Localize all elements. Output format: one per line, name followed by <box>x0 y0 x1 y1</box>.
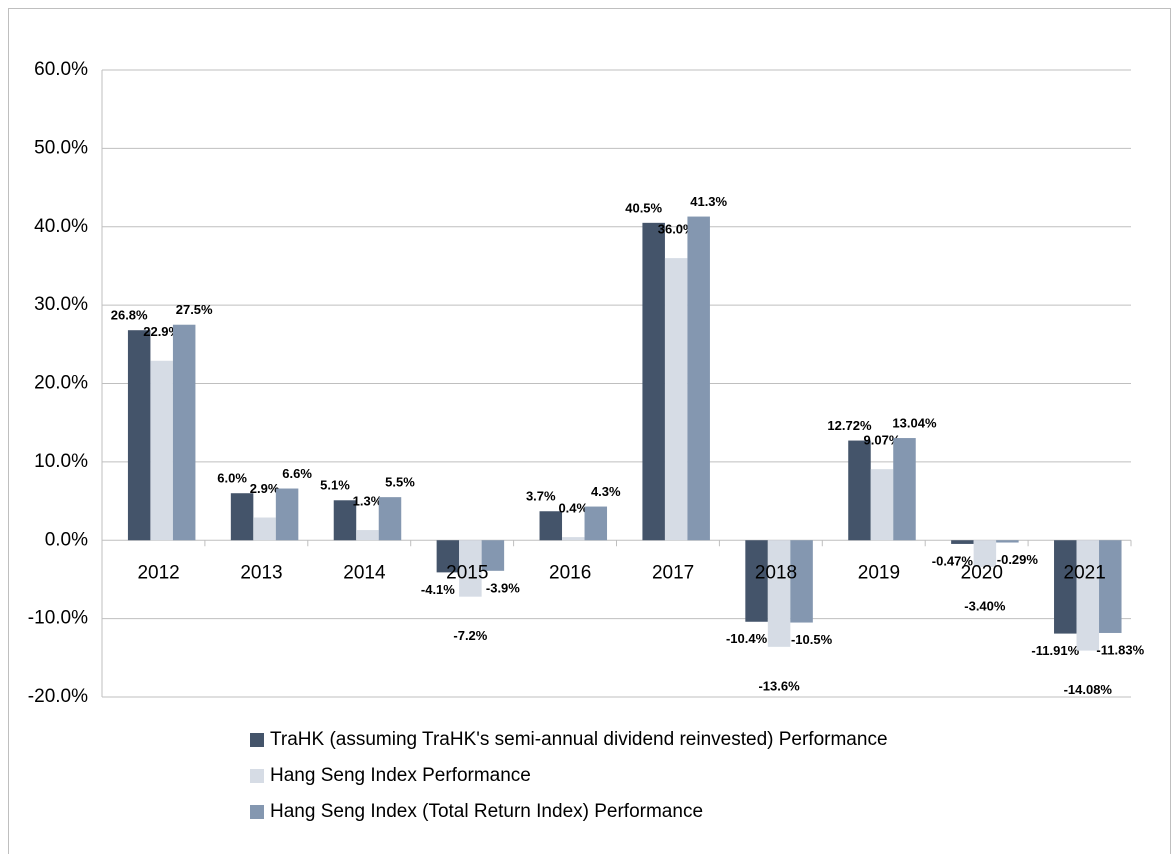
value-label: 0.4% <box>558 501 588 516</box>
x-tick-label: 2018 <box>755 562 797 583</box>
value-label: 5.1% <box>320 478 350 493</box>
bar <box>1099 540 1122 633</box>
value-label: 1.3% <box>353 493 383 508</box>
bar <box>951 540 974 544</box>
y-tick-label: 30.0% <box>34 294 88 315</box>
y-tick-label: 20.0% <box>34 373 88 394</box>
value-label: 5.5% <box>385 475 415 490</box>
value-label: 41.3% <box>690 194 727 209</box>
bar <box>356 530 379 541</box>
legend-swatch <box>250 733 264 747</box>
bar <box>584 506 608 541</box>
bar <box>253 517 276 541</box>
x-tick-label: 2012 <box>137 562 179 583</box>
value-label: 40.5% <box>625 200 662 215</box>
value-label: -0.29% <box>997 552 1039 567</box>
y-tick-label: 50.0% <box>34 137 88 158</box>
x-tick-label: 2017 <box>652 562 694 583</box>
bar <box>150 360 173 541</box>
x-tick-label: 2014 <box>343 562 386 583</box>
bar <box>378 497 402 541</box>
bar <box>1054 540 1077 634</box>
value-label: 2.9% <box>250 481 280 496</box>
value-label: 4.3% <box>591 484 621 499</box>
x-tick-label: 2016 <box>549 562 591 583</box>
value-label: -13.6% <box>758 678 800 693</box>
value-label: 6.0% <box>217 471 247 486</box>
value-label: -3.9% <box>486 580 520 595</box>
bar <box>848 440 871 541</box>
bar <box>870 469 894 541</box>
bar <box>642 222 665 541</box>
value-label: -4.1% <box>421 582 455 597</box>
bar <box>562 537 585 541</box>
y-tick-label: 60.0% <box>34 59 88 80</box>
bar <box>481 540 505 571</box>
legend-swatch <box>250 769 264 783</box>
legend-label: TraHK (assuming TraHK's semi-annual divi… <box>270 729 888 750</box>
y-tick-label: 10.0% <box>34 451 88 472</box>
value-label: 12.72% <box>827 418 872 433</box>
y-tick-label: -10.0% <box>28 608 88 629</box>
value-label: -11.91% <box>1031 643 1079 658</box>
bar <box>1076 540 1100 651</box>
bar <box>539 511 563 541</box>
value-label: 26.8% <box>111 308 148 323</box>
bar <box>459 540 482 597</box>
value-label: -10.5% <box>791 632 833 647</box>
bar <box>767 540 791 647</box>
bar <box>973 540 997 567</box>
bar <box>172 324 196 541</box>
x-tick-label: 2020 <box>961 562 1003 583</box>
value-label: 6.6% <box>282 466 312 481</box>
bar <box>745 540 768 622</box>
value-label: -0.47% <box>932 553 974 568</box>
value-label: -11.83% <box>1096 642 1144 657</box>
value-label: 9.07% <box>864 433 901 448</box>
legend-label: Hang Seng Index Performance <box>270 765 531 786</box>
value-label: 3.7% <box>526 489 556 504</box>
bar <box>436 540 460 573</box>
x-tick-label: 2015 <box>446 562 488 583</box>
bar <box>333 500 357 541</box>
legend-swatch <box>250 805 264 819</box>
bar <box>893 438 916 541</box>
value-label: -14.08% <box>1064 682 1113 697</box>
bar <box>996 540 1019 543</box>
x-tick-label: 2013 <box>240 562 282 583</box>
bar <box>664 258 688 541</box>
value-label: -10.4% <box>726 631 768 646</box>
bar <box>230 493 254 541</box>
value-label: 22.9% <box>143 324 180 339</box>
x-tick-label: 2019 <box>858 562 900 583</box>
y-tick-label: 40.0% <box>34 216 88 237</box>
bar <box>275 488 299 541</box>
y-tick-label: -20.0% <box>28 686 88 707</box>
bar <box>687 216 710 541</box>
value-label: 13.04% <box>892 415 937 430</box>
value-label: 27.5% <box>176 302 213 317</box>
bar <box>790 540 813 623</box>
value-label: 36.0% <box>658 222 695 237</box>
bar <box>127 330 151 541</box>
y-tick-label: 0.0% <box>45 529 88 550</box>
x-tick-label: 2021 <box>1064 562 1106 583</box>
value-label: -7.2% <box>453 628 487 643</box>
legend-label: Hang Seng Index (Total Return Index) Per… <box>270 801 703 822</box>
value-label: -3.40% <box>964 598 1006 613</box>
